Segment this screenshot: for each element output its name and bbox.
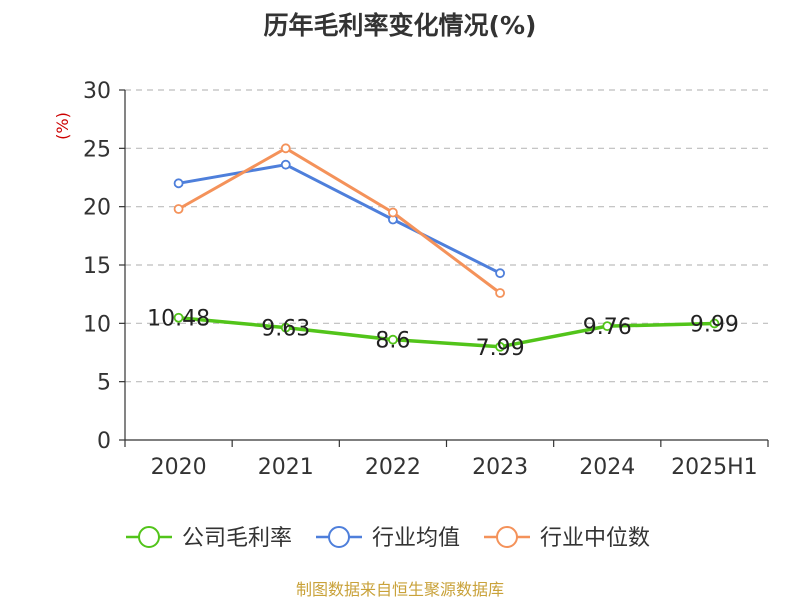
legend: 公司毛利率 行业均值 行业中位数 [126, 526, 650, 551]
x-tick-label: 2024 [579, 455, 635, 480]
series-line [178, 315, 715, 349]
chart-title: 历年毛利率变化情况(%) [264, 11, 537, 40]
legend-label: 行业均值 [372, 526, 460, 551]
y-tick-label: 25 [83, 137, 111, 162]
x-tick-label: 2021 [258, 455, 314, 480]
data-label: 8.6 [375, 329, 410, 354]
data-point [280, 322, 291, 333]
y-tick-label: 15 [83, 254, 111, 279]
y-tick-label: 10 [83, 312, 111, 337]
data-label: 9.99 [690, 312, 739, 337]
x-tick-label: 2023 [472, 455, 528, 480]
data-point [709, 318, 720, 329]
series-line [177, 146, 501, 295]
legend-label: 公司毛利率 [182, 526, 292, 551]
y-tick-label: 0 [97, 429, 111, 454]
x-tick-label: 2020 [151, 455, 207, 480]
data-label: 7.99 [476, 336, 525, 361]
data-label: 9.63 [261, 317, 310, 342]
data-point [173, 312, 184, 323]
legend-marker [138, 526, 160, 548]
data-point [495, 268, 505, 279]
source-note: 制图数据来自恒生聚源数据库 [296, 580, 504, 599]
series-lines [173, 143, 720, 352]
legend-marker [328, 526, 350, 548]
data-point [495, 288, 505, 298]
series-line [178, 163, 501, 275]
legend-label: 行业中位数 [540, 526, 650, 551]
data-labels: 10.48 9.63 8.6 7.99 9.76 9.99 [147, 307, 739, 361]
data-point [280, 159, 291, 170]
axes: 0 5 10 15 20 25 30 2020 2021 2022 2023 2024 2025H1 [83, 79, 769, 480]
data-label: 9.76 [583, 315, 632, 340]
y-axis-unit-label: (%) [53, 112, 72, 140]
grid-lines [125, 89, 768, 383]
y-tick-label: 20 [83, 196, 111, 221]
x-tick-label: 2022 [365, 455, 421, 480]
data-point [388, 207, 398, 218]
data-point [602, 321, 613, 332]
data-point [173, 178, 184, 189]
x-tick-label: 2025H1 [671, 455, 758, 480]
data-point [388, 334, 398, 345]
legend-marker [496, 526, 518, 548]
data-label: 10.48 [147, 307, 210, 332]
data-point [173, 204, 184, 214]
y-tick-label: 5 [97, 371, 111, 396]
y-tick-label: 30 [83, 79, 111, 104]
data-point [495, 341, 505, 352]
data-point [280, 143, 291, 154]
